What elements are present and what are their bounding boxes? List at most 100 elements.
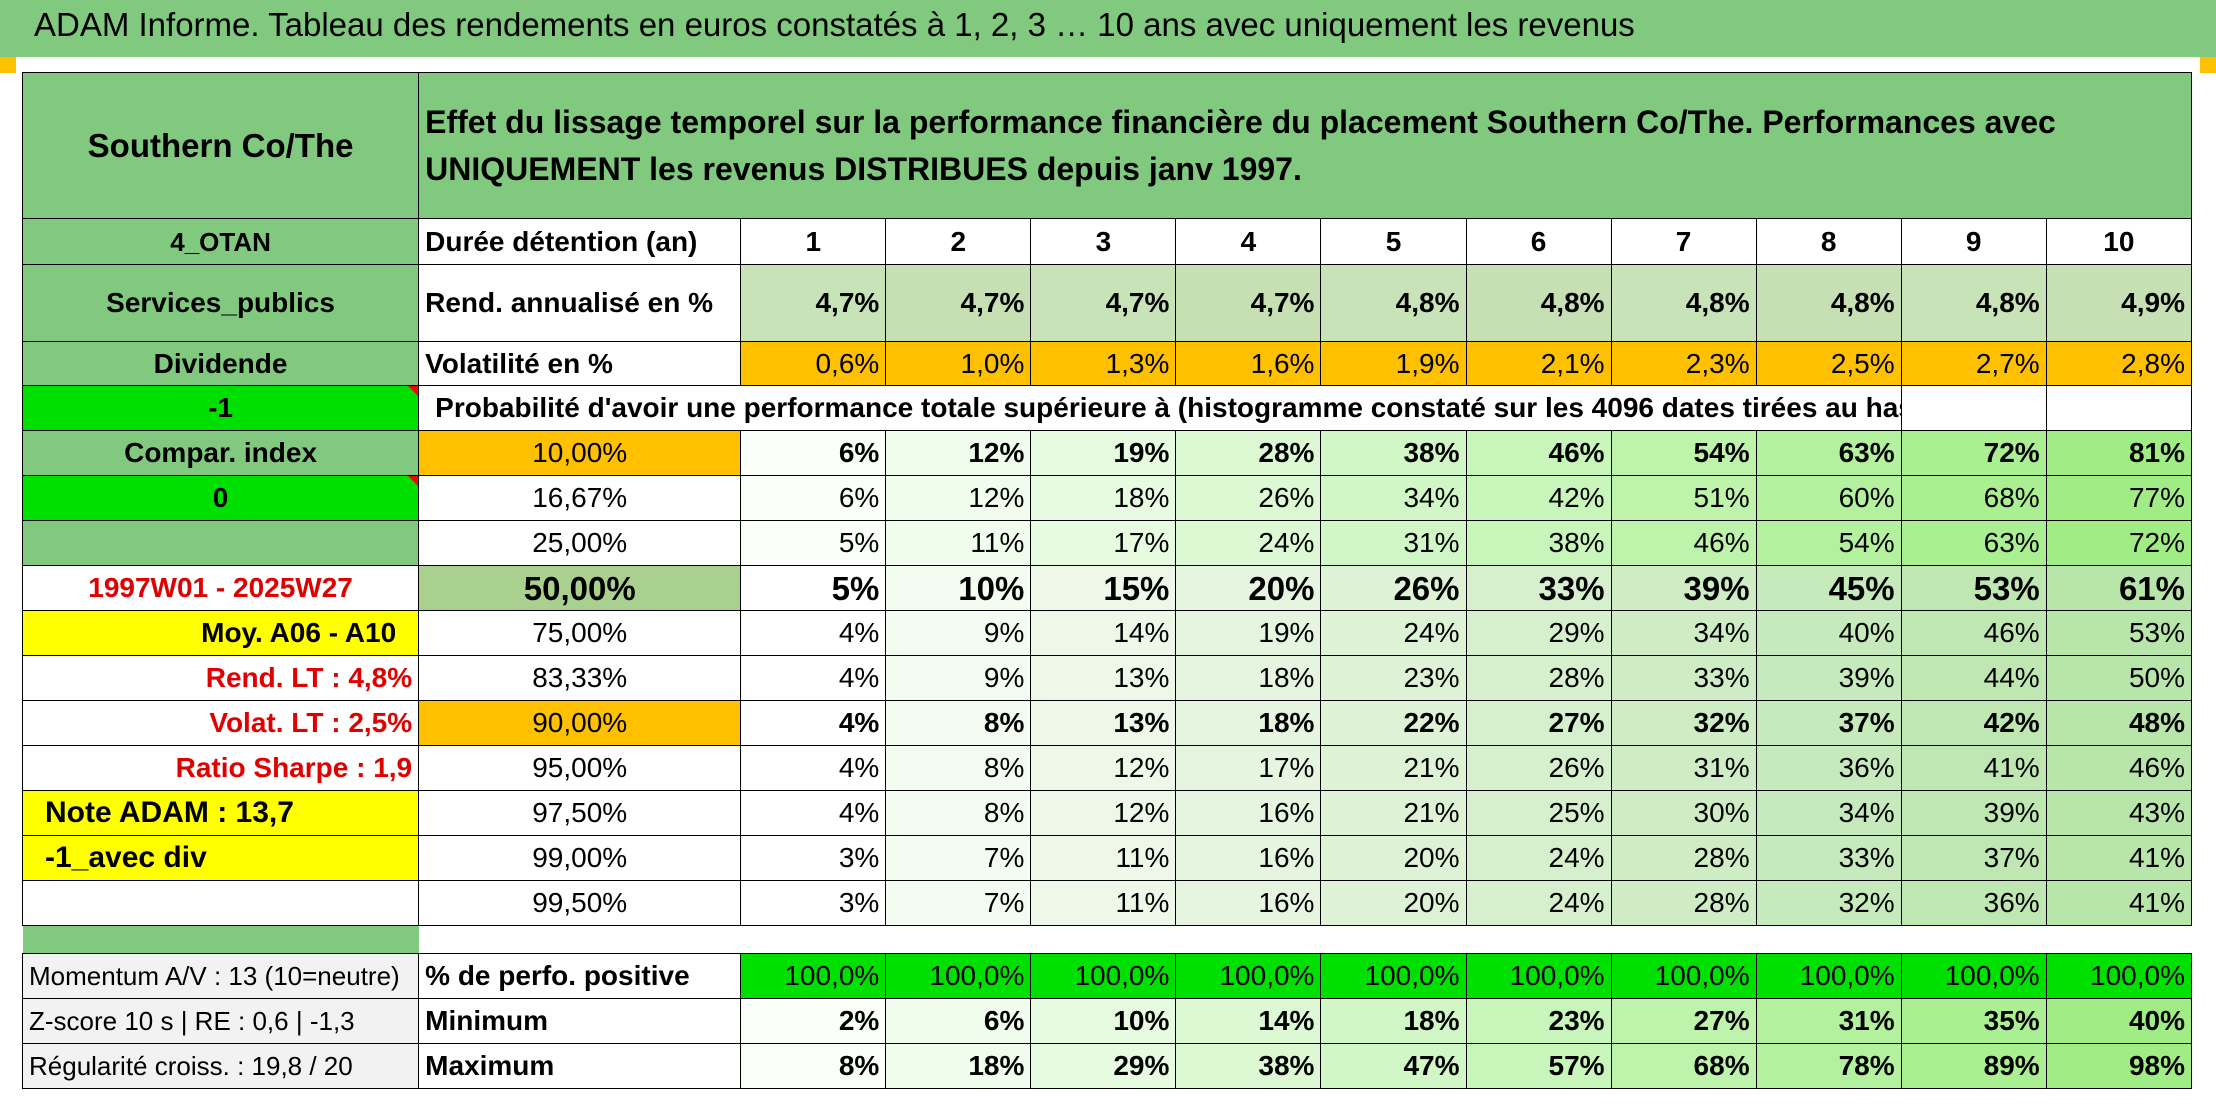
- probability-row: Moy. A06 - A10 75,00% 4% 9% 14% 19% 24% 29% 34% 4…: [21, 610, 2193, 656]
- prob-value: 11%: [1030, 835, 1177, 881]
- rend-value: 4,8%: [1755, 264, 1902, 342]
- prob-value: 51%: [1610, 475, 1757, 521]
- minimum-row-value: 6%: [885, 998, 1032, 1044]
- probability-row: Volat. LT : 2,5% 90,00% 4% 8% 13% 18% 22% 27% 32…: [21, 700, 2193, 746]
- prob-value: 54%: [1610, 430, 1757, 476]
- prob-value: 37%: [1900, 835, 2047, 881]
- volat-value: 1,0%: [885, 341, 1032, 386]
- ratio-sharpe-value: 1,9: [373, 752, 413, 783]
- avec-div: -1_avec div: [21, 835, 420, 881]
- prob-value: 41%: [1900, 745, 2047, 791]
- minimum-row-left-label: Z-score 10 s | RE : 0,6 | -1,3: [21, 998, 420, 1044]
- positive-row-label: % de perfo. positive: [418, 953, 742, 999]
- prob-value: 37%: [1755, 700, 1902, 746]
- maximum-row-value: 47%: [1320, 1043, 1467, 1089]
- spacer-right: [419, 926, 2192, 954]
- threshold-pct: 16,67%: [418, 475, 742, 521]
- positive-row-value: 100,0%: [1175, 953, 1322, 999]
- prob-value: 17%: [1175, 745, 1322, 791]
- prob-value: 53%: [1900, 565, 2047, 611]
- year-5: 5: [1320, 218, 1467, 265]
- rend-row: Services_publics Rend. annualisé en % 4,…: [21, 264, 2193, 342]
- sector-label: Services_publics: [21, 264, 420, 342]
- prob-value: 39%: [1755, 655, 1902, 701]
- prob-value: 18%: [1175, 655, 1322, 701]
- probability-row: Note ADAM : 13,7 97,50% 4% 8% 12% 16% 21% 25% 30…: [21, 790, 2193, 836]
- year-10: 10: [2045, 218, 2193, 265]
- rend-value: 4,7%: [1175, 264, 1322, 342]
- performance-table: Southern Co/The Effet du lissage tempore…: [21, 72, 2193, 1089]
- prob-value: 32%: [1610, 700, 1757, 746]
- value-2: 0: [21, 475, 420, 521]
- prob-value: 24%: [1465, 835, 1612, 881]
- maximum-row-value: 57%: [1465, 1043, 1612, 1089]
- minimum-row-value: 27%: [1610, 998, 1757, 1044]
- prob-value: 9%: [885, 655, 1032, 701]
- probability-row: 0 16,67% 6% 12% 18% 26% 34% 42% 51% 60% 68% 77%: [21, 475, 2193, 521]
- prob-value: 24%: [1320, 610, 1467, 656]
- volat-row: Dividende Volatilité en % 0,6% 1,0% 1,3% 1,…: [21, 341, 2193, 386]
- prob-value: 8%: [885, 745, 1032, 791]
- prob-value: 24%: [1175, 520, 1322, 566]
- maximum-row-value: 8%: [740, 1043, 887, 1089]
- rend-value: 4,7%: [740, 264, 887, 342]
- prob-value: 46%: [1900, 610, 2047, 656]
- prob-value: 46%: [1465, 430, 1612, 476]
- prob-value: 72%: [2045, 520, 2193, 566]
- volat-value: 1,3%: [1030, 341, 1177, 386]
- prob-value: 60%: [1755, 475, 1902, 521]
- empty-left-cell: [21, 520, 420, 566]
- prob-value: 22%: [1320, 700, 1467, 746]
- prob-value: 29%: [1465, 610, 1612, 656]
- threshold-pct: 97,50%: [418, 790, 742, 836]
- prob-value: 3%: [740, 880, 887, 926]
- minimum-row: Z-score 10 s | RE : 0,6 | -1,3 Minimum 2% 6…: [21, 998, 2193, 1044]
- prob-value: 28%: [1610, 880, 1757, 926]
- prob-value: 33%: [1465, 565, 1612, 611]
- prob-value: 19%: [1175, 610, 1322, 656]
- prob-value: 40%: [1755, 610, 1902, 656]
- group-label: 4_OTAN: [21, 218, 420, 265]
- prob-value: 4%: [740, 745, 887, 791]
- positive-row-left-label: Momentum A/V : 13 (10=neutre): [21, 953, 420, 999]
- probability-label: Probabilité d'avoir une performance tota…: [418, 385, 1902, 431]
- prob-value: 12%: [1030, 790, 1177, 836]
- prob-value: 33%: [1755, 835, 1902, 881]
- rend-value: 4,8%: [1610, 264, 1757, 342]
- prob-value: 26%: [1320, 565, 1467, 611]
- note-adam: Note ADAM : 13,7: [21, 790, 420, 836]
- prob-value: 42%: [1900, 700, 2047, 746]
- rend-value: 4,8%: [1320, 264, 1467, 342]
- volat-value: 2,5%: [1755, 341, 1902, 386]
- spacer-row: [22, 925, 2192, 954]
- prob-value: 33%: [1610, 655, 1757, 701]
- prob-value: 23%: [1320, 655, 1467, 701]
- threshold-pct: 95,00%: [418, 745, 742, 791]
- volat-row-label: Volatilité en %: [418, 341, 742, 386]
- rend-value: 4,7%: [885, 264, 1032, 342]
- prob-value: 17%: [1030, 520, 1177, 566]
- positive-row-value: 100,0%: [1610, 953, 1757, 999]
- prob-value: 38%: [1320, 430, 1467, 476]
- prob-value: 8%: [885, 700, 1032, 746]
- prob-value: 34%: [1755, 790, 1902, 836]
- positive-row-value: 100,0%: [1755, 953, 1902, 999]
- prob-value: 39%: [1900, 790, 2047, 836]
- prob-value: 12%: [1030, 745, 1177, 791]
- prob-value: 26%: [1175, 475, 1322, 521]
- prob-value: 7%: [885, 835, 1032, 881]
- probability-row: 1997W01 - 2025W27 50,00% 5% 10% 15% 20% 26% 33%…: [21, 565, 2193, 611]
- prob-value: 48%: [2045, 700, 2193, 746]
- maximum-row-value: 89%: [1900, 1043, 2047, 1089]
- prob-value: 18%: [1030, 475, 1177, 521]
- prob-value: 21%: [1320, 745, 1467, 791]
- report-title: ADAM Informe. Tableau des rendements en …: [34, 6, 1635, 43]
- volat-value: 2,3%: [1610, 341, 1757, 386]
- minimum-row-value: 23%: [1465, 998, 1612, 1044]
- threshold-pct: 50,00%: [418, 565, 742, 611]
- positive-row-value: 100,0%: [740, 953, 887, 999]
- prob-value: 12%: [885, 475, 1032, 521]
- prob-value: 24%: [1465, 880, 1612, 926]
- maximum-row-label: Maximum: [418, 1043, 742, 1089]
- positive-row-value: 100,0%: [1320, 953, 1467, 999]
